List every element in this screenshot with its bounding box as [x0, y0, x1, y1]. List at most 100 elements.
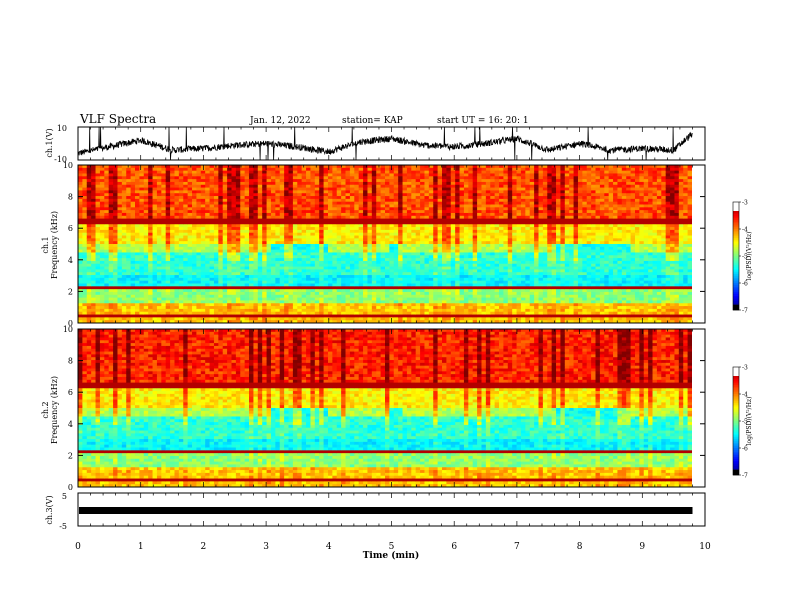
- spectrogram-cell: [306, 167, 311, 172]
- spectrogram-cell: [433, 317, 439, 321]
- spectrogram-cell: [82, 218, 88, 222]
- spectrogram-cell: [235, 314, 241, 318]
- spectrogram-cell: [240, 232, 246, 236]
- spectrogram-cell: [341, 272, 346, 276]
- spectrogram-cell: [196, 260, 202, 265]
- spectrogram-cell: [301, 286, 307, 290]
- spectrogram-cell: [358, 235, 364, 239]
- spectrogram-cell: [424, 167, 430, 172]
- spectrogram-cell: [249, 289, 254, 293]
- spectrogram-cell: [82, 246, 88, 251]
- spectrogram-cell: [200, 258, 206, 262]
- spectrogram-cell: [78, 283, 83, 287]
- spectrogram-cell: [446, 238, 452, 242]
- spectrogram-cell: [91, 224, 96, 228]
- spectrogram-cell: [371, 218, 377, 222]
- spectrogram-cell: [279, 317, 285, 321]
- spectrogram-cell: [319, 218, 324, 222]
- spectrogram-cell: [240, 252, 246, 256]
- spectrogram-cell: [117, 224, 123, 228]
- spectrogram-cell: [170, 165, 175, 169]
- spectrogram-cell: [257, 300, 263, 304]
- spectrogram-cell: [345, 266, 351, 270]
- spectrogram-cell: [227, 179, 232, 183]
- spectrogram-cell: [240, 263, 246, 267]
- spectrogram-cell: [402, 221, 408, 225]
- spectrogram-cell: [371, 179, 377, 183]
- spectrogram-cell: [148, 311, 153, 315]
- spectrogram-cell: [196, 244, 202, 248]
- spectrogram-cell: [209, 300, 215, 304]
- spectrogram-cell: [376, 173, 382, 177]
- spectrogram-cell: [139, 306, 145, 310]
- spectrogram-cell: [156, 311, 162, 315]
- spectrogram-cell: [165, 235, 171, 239]
- spectrogram-cell: [385, 221, 390, 225]
- spectrogram-cell: [135, 212, 140, 217]
- spectrogram-cell: [235, 269, 241, 273]
- spectrogram-cell: [363, 165, 368, 169]
- spectrogram-cell: [170, 179, 175, 183]
- spectrogram-cell: [327, 272, 333, 276]
- spectrogram-cell: [314, 204, 320, 208]
- spectrogram-cell: [200, 252, 206, 256]
- spectrogram-cell: [367, 224, 373, 228]
- spectrogram-cell: [82, 272, 88, 276]
- spectrogram-cell: [174, 201, 180, 205]
- spectrogram-cell: [406, 198, 412, 203]
- spectrogram-cell: [306, 249, 311, 253]
- spectrogram-cell: [446, 232, 452, 236]
- spectrogram-cell: [292, 314, 298, 318]
- spectrogram-cell: [86, 190, 92, 194]
- spectrogram-cell: [222, 311, 228, 315]
- spectrogram-cell: [240, 224, 246, 228]
- spectrogram-cell: [371, 196, 377, 200]
- spectrogram-cell: [332, 210, 338, 214]
- spectrogram-cell: [104, 204, 110, 208]
- spectrogram-cell: [121, 258, 127, 262]
- spectrogram-cell: [463, 181, 469, 186]
- spectrogram-cell: [292, 308, 298, 313]
- spectrogram-cell: [139, 317, 145, 321]
- spectrogram-cell: [78, 210, 83, 214]
- spectrogram-cell: [455, 314, 460, 318]
- spectrogram-cell: [196, 232, 202, 236]
- spectrogram-cell: [314, 196, 320, 200]
- spectrogram-cell: [148, 241, 153, 245]
- spectrogram-cell: [249, 173, 254, 177]
- spectrogram-cell: [385, 291, 390, 296]
- spectrogram-cell: [297, 294, 303, 299]
- spectrogram-cell: [327, 210, 333, 214]
- spectrogram-cell: [367, 275, 373, 279]
- spectrogram-cell: [222, 235, 228, 239]
- spectrogram-cell: [428, 294, 434, 299]
- spectrogram-cell: [323, 263, 329, 267]
- spectrogram-cell: [161, 184, 167, 188]
- spectrogram-cell: [152, 258, 158, 262]
- spectrogram-cell: [275, 181, 281, 186]
- spectrogram-cell: [213, 181, 219, 186]
- spectrogram-cell: [266, 306, 272, 310]
- spectrogram-cell: [209, 193, 215, 197]
- spectrogram-cell: [249, 176, 254, 180]
- spectrogram-cell: [437, 252, 443, 256]
- spectrogram-cell: [196, 167, 202, 172]
- spectrogram-cell: [126, 193, 132, 197]
- spectrogram-cell: [402, 232, 408, 236]
- spectrogram-cell: [143, 212, 149, 217]
- spectrogram-cell: [433, 289, 439, 293]
- spectrogram-cell: [213, 215, 219, 220]
- spectrogram-cell: [358, 300, 364, 304]
- spectrogram-cell: [170, 212, 175, 217]
- spectrogram-cell: [310, 244, 316, 248]
- spectrogram-cell: [218, 291, 224, 296]
- spectrogram-cell: [393, 283, 399, 287]
- spectrogram-cell: [288, 198, 294, 203]
- spectrogram-cell: [450, 179, 456, 183]
- spectrogram-cell: [266, 210, 272, 214]
- spectrogram-cell: [420, 173, 425, 177]
- spectrogram-cell: [270, 221, 276, 225]
- spectrogram-cell: [152, 297, 158, 301]
- spectrogram-cell: [367, 173, 373, 177]
- spectrogram-cell: [376, 297, 382, 301]
